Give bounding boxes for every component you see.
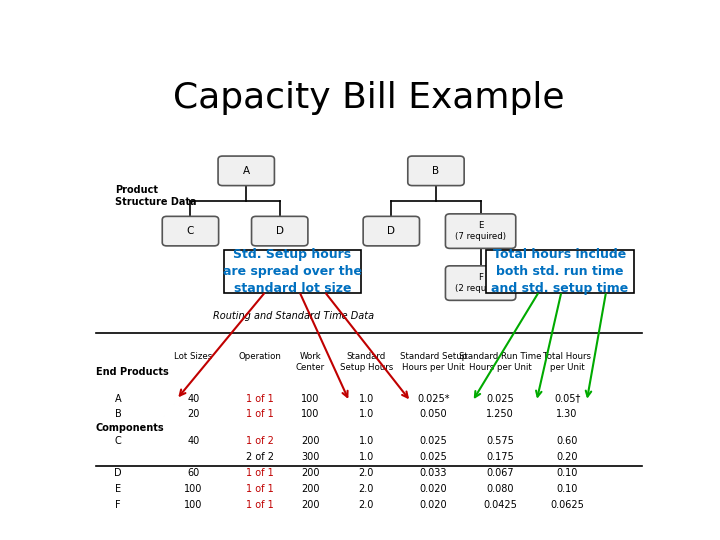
Text: Lot Sizes: Lot Sizes (174, 352, 212, 361)
FancyBboxPatch shape (251, 217, 308, 246)
Text: 0.0625: 0.0625 (550, 500, 584, 510)
Text: 200: 200 (301, 500, 320, 510)
Text: 0.10: 0.10 (557, 468, 577, 478)
Text: 0.0425: 0.0425 (483, 500, 517, 510)
Text: 1.0: 1.0 (359, 394, 374, 404)
Text: Routing and Standard Time Data: Routing and Standard Time Data (213, 312, 374, 321)
Text: D: D (387, 226, 395, 236)
Text: Operation: Operation (239, 352, 282, 361)
FancyBboxPatch shape (224, 250, 361, 294)
Text: 0.025: 0.025 (419, 436, 447, 447)
Text: 100: 100 (301, 409, 320, 420)
Text: 1 of 2: 1 of 2 (246, 436, 274, 447)
Text: 1.0: 1.0 (359, 452, 374, 462)
Text: E: E (114, 484, 121, 494)
Text: 1.250: 1.250 (486, 409, 514, 420)
FancyBboxPatch shape (162, 217, 219, 246)
Text: 0.050: 0.050 (419, 409, 447, 420)
Text: Capacity Bill Example: Capacity Bill Example (174, 82, 564, 116)
Text: Total hours include
both std. run time
and std. setup time: Total hours include both std. run time a… (492, 248, 629, 295)
FancyBboxPatch shape (446, 214, 516, 248)
Text: 0.05†: 0.05† (554, 394, 580, 404)
Text: 0.025: 0.025 (419, 452, 447, 462)
Text: 1.0: 1.0 (359, 436, 374, 447)
Text: C: C (114, 436, 121, 447)
Text: Work
Center: Work Center (296, 352, 325, 372)
Text: 1 of 1: 1 of 1 (246, 409, 274, 420)
Text: 0.020: 0.020 (419, 500, 447, 510)
Text: 0.175: 0.175 (486, 452, 514, 462)
Text: B: B (114, 409, 121, 420)
Text: 300: 300 (301, 452, 320, 462)
Text: 1 of 1: 1 of 1 (246, 394, 274, 404)
Text: 40: 40 (187, 436, 199, 447)
Text: Components: Components (96, 423, 164, 433)
Text: 0.20: 0.20 (557, 452, 578, 462)
Text: 2.0: 2.0 (359, 484, 374, 494)
Text: 200: 200 (301, 468, 320, 478)
Text: 2 of 2: 2 of 2 (246, 452, 274, 462)
Text: C: C (186, 226, 194, 236)
Text: 0.033: 0.033 (420, 468, 447, 478)
Text: 1.30: 1.30 (557, 409, 577, 420)
Text: 0.60: 0.60 (557, 436, 577, 447)
Text: D: D (114, 468, 122, 478)
FancyBboxPatch shape (486, 250, 634, 294)
Text: B: B (433, 166, 439, 176)
Text: 100: 100 (301, 394, 320, 404)
Text: Total Hours
per Unit: Total Hours per Unit (543, 352, 591, 372)
Text: 1.0: 1.0 (359, 409, 374, 420)
Text: Standard Setup
Hours per Unit: Standard Setup Hours per Unit (400, 352, 467, 372)
Text: 0.080: 0.080 (487, 484, 514, 494)
Text: 0.067: 0.067 (486, 468, 514, 478)
Text: A: A (114, 394, 121, 404)
FancyBboxPatch shape (446, 266, 516, 300)
Text: F
(2 required): F (2 required) (455, 273, 506, 293)
Text: 2.0: 2.0 (359, 500, 374, 510)
Text: Standard Run Time
Hours per Unit: Standard Run Time Hours per Unit (459, 352, 541, 372)
Text: Standard
Setup Hours: Standard Setup Hours (340, 352, 393, 372)
Text: Product
Structure Data: Product Structure Data (115, 185, 197, 207)
Text: 0.020: 0.020 (419, 484, 447, 494)
Text: 1 of 1: 1 of 1 (246, 468, 274, 478)
FancyBboxPatch shape (218, 156, 274, 186)
Text: 200: 200 (301, 436, 320, 447)
Text: 1 of 1: 1 of 1 (246, 500, 274, 510)
Text: 20: 20 (187, 409, 199, 420)
Text: 60: 60 (187, 468, 199, 478)
Text: 40: 40 (187, 394, 199, 404)
Text: A: A (243, 166, 250, 176)
Text: 0.025: 0.025 (486, 394, 514, 404)
FancyBboxPatch shape (363, 217, 420, 246)
Text: 0.025*: 0.025* (417, 394, 449, 404)
Text: Std. Setup hours
are spread over the
standard lot size: Std. Setup hours are spread over the sta… (222, 248, 361, 295)
Text: 200: 200 (301, 484, 320, 494)
Text: F: F (115, 500, 121, 510)
Text: 2.0: 2.0 (359, 468, 374, 478)
Text: 100: 100 (184, 484, 202, 494)
Text: 100: 100 (184, 500, 202, 510)
Text: 0.575: 0.575 (486, 436, 514, 447)
Text: D: D (276, 226, 284, 236)
Text: 1 of 1: 1 of 1 (246, 484, 274, 494)
Text: End Products: End Products (96, 368, 168, 377)
Text: E
(7 required): E (7 required) (455, 221, 506, 241)
Text: 0.10: 0.10 (557, 484, 577, 494)
FancyBboxPatch shape (408, 156, 464, 186)
